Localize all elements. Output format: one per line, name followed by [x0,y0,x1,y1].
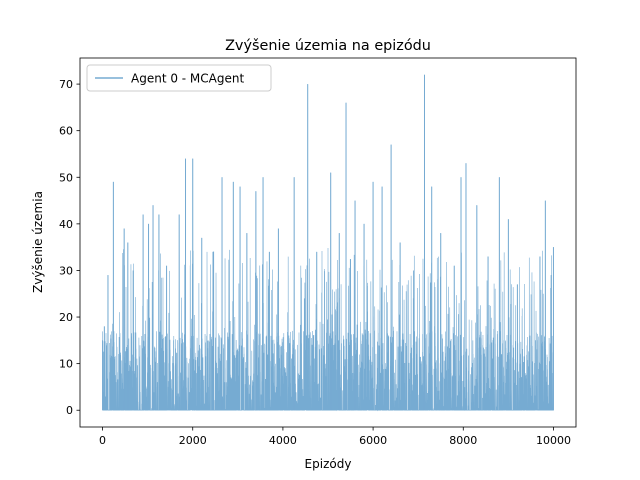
x-tick-label: 10000 [536,434,571,447]
legend: Agent 0 - MCAgent [86,64,272,92]
x-tick-label: 2000 [179,434,207,447]
chart-title: Zvýšenie územia na epizódu [225,38,431,54]
legend-box [86,64,272,92]
y-tick-label: 70 [59,78,73,91]
y-tick-label: 10 [59,358,73,371]
series-line-agent-0 [102,74,554,412]
y-tick-label: 30 [59,264,73,277]
y-axis-ticks: 0 10 20 30 40 50 60 70 [59,78,80,417]
legend-label: Agent 0 - MCAgent [131,72,244,86]
x-tick-label: 4000 [269,434,297,447]
y-tick-label: 20 [59,311,73,324]
x-tick-label: 8000 [449,434,477,447]
plot-frame [79,57,577,428]
x-axis-ticks: 0 2000 4000 6000 8000 10000 [99,427,571,447]
y-tick-label: 40 [59,218,73,231]
y-tick-label: 50 [59,171,73,184]
y-tick-label: 60 [59,125,73,138]
x-tick-label: 0 [99,434,106,447]
x-axis-label: Epizódy [305,457,352,471]
series-layer [102,74,554,412]
y-axis-label: Zvýšenie územia [31,191,45,293]
x-tick-label: 6000 [359,434,387,447]
y-tick-label: 0 [66,404,73,417]
